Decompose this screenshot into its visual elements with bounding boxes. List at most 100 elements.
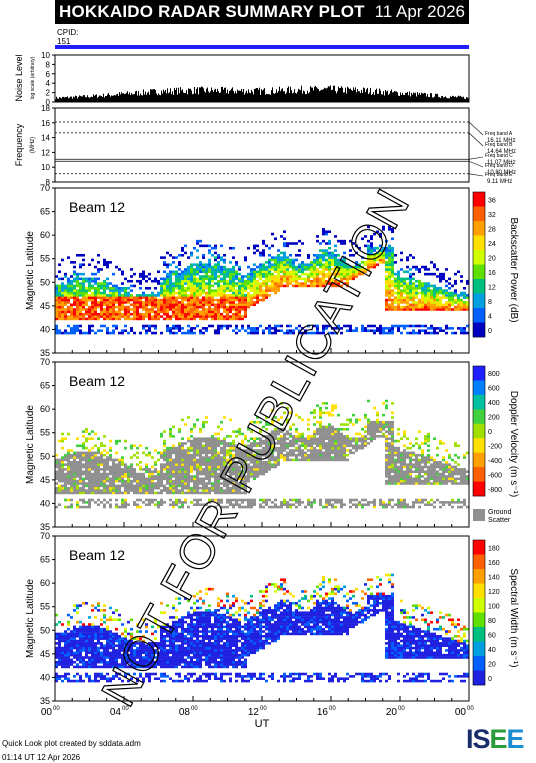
echo-cell: [346, 277, 349, 281]
echo-cell: [55, 477, 58, 481]
echo-cell: [202, 244, 205, 248]
echo-cell: [67, 449, 70, 452]
freq-frame: [54, 107, 470, 183]
echo-cell: [88, 305, 91, 309]
echo-cell: [202, 437, 205, 440]
echo-cell: [208, 301, 211, 304]
echo-cell: [298, 331, 301, 335]
echo-cell: [67, 498, 70, 502]
echo-cell: [412, 298, 415, 302]
echo-cell: [175, 287, 178, 290]
echo-cell: [448, 282, 451, 285]
echo-cell: [181, 312, 184, 316]
echo-cell: [94, 305, 97, 309]
echo-cell: [328, 279, 331, 283]
echo-cell: [406, 289, 409, 292]
echo-cell: [100, 303, 103, 307]
echo-cell: [151, 482, 154, 485]
echo-cell: [229, 465, 232, 469]
echo-cell: [76, 282, 79, 285]
echo-cell: [139, 305, 142, 309]
echo-cell: [376, 263, 379, 266]
echo-cell: [292, 270, 295, 274]
echo-cell: [202, 317, 205, 321]
echo-cell: [436, 294, 439, 297]
echo-cell: [100, 489, 103, 492]
echo-cell: [172, 308, 175, 311]
echo-cell: [439, 275, 442, 278]
echo-cell: [175, 324, 178, 328]
echo-cell: [232, 486, 235, 490]
echo-cell: [199, 305, 202, 309]
echo-cell: [67, 458, 70, 462]
echo-cell: [445, 301, 448, 304]
echo-cell: [439, 329, 442, 332]
echo-cell: [433, 308, 436, 311]
echo-cell: [163, 484, 166, 488]
echo-cell: [124, 501, 127, 504]
echo-cell: [67, 477, 70, 481]
echo-cell: [184, 461, 187, 464]
echo-cell: [82, 479, 85, 483]
echo-cell: [163, 477, 166, 481]
echo-cell: [100, 324, 103, 328]
echo-cell: [169, 308, 172, 311]
echo-cell: [154, 317, 157, 321]
echo-cell: [85, 301, 88, 304]
echo-cell: [211, 470, 214, 473]
echo-cell: [163, 270, 166, 274]
echo-cell: [265, 282, 268, 285]
echo-cell: [268, 327, 271, 330]
echo-cell: [79, 291, 82, 295]
echo-cell: [196, 324, 199, 328]
echo-cell: [433, 298, 436, 302]
echo-cell: [160, 498, 163, 502]
echo-cell: [217, 477, 220, 481]
echo-cell: [166, 468, 169, 471]
echo-cell: [82, 435, 85, 438]
echo-cell: [232, 287, 235, 290]
echo-cell: [199, 289, 202, 292]
echo-cell: [181, 275, 184, 278]
echo-cell: [169, 327, 172, 330]
echo-cell: [313, 265, 316, 269]
echo-cell: [82, 331, 85, 335]
echo-cell: [145, 315, 148, 318]
echo-cell: [124, 482, 127, 485]
echo-cell: [340, 428, 343, 431]
echo-cell: [148, 303, 151, 307]
echo-cell: [223, 254, 226, 257]
echo-cell: [412, 296, 415, 299]
echo-cell: [352, 423, 355, 426]
echo-cell: [160, 301, 163, 304]
echo-cell: [142, 324, 145, 328]
echo-cell: [196, 449, 199, 452]
echo-cell: [280, 284, 283, 288]
echo-cell: [373, 265, 376, 269]
echo-cell: [229, 317, 232, 321]
echo-cell: [256, 294, 259, 297]
echo-cell: [235, 315, 238, 318]
echo-cell: [109, 289, 112, 292]
echo-cell: [112, 272, 115, 276]
echo-cell: [139, 468, 142, 471]
echo-cell: [208, 491, 211, 495]
echo-cell: [346, 263, 349, 266]
echo-cell: [208, 310, 211, 314]
echo-cell: [76, 308, 79, 311]
echo-cell: [253, 458, 256, 462]
echo-cell: [235, 282, 238, 285]
echo-cell: [328, 442, 331, 445]
echo-cell: [214, 272, 217, 276]
echo-cell: [163, 458, 166, 462]
echo-cell: [388, 305, 391, 309]
echo-cell: [142, 491, 145, 495]
echo-cell: [289, 261, 292, 264]
echo-cell: [139, 486, 142, 490]
echo-cell: [193, 296, 196, 299]
echo-cell: [439, 298, 442, 302]
echo-cell: [337, 239, 340, 243]
echo-cell: [136, 505, 139, 509]
echo-cell: [97, 305, 100, 309]
echo-cell: [274, 432, 277, 436]
